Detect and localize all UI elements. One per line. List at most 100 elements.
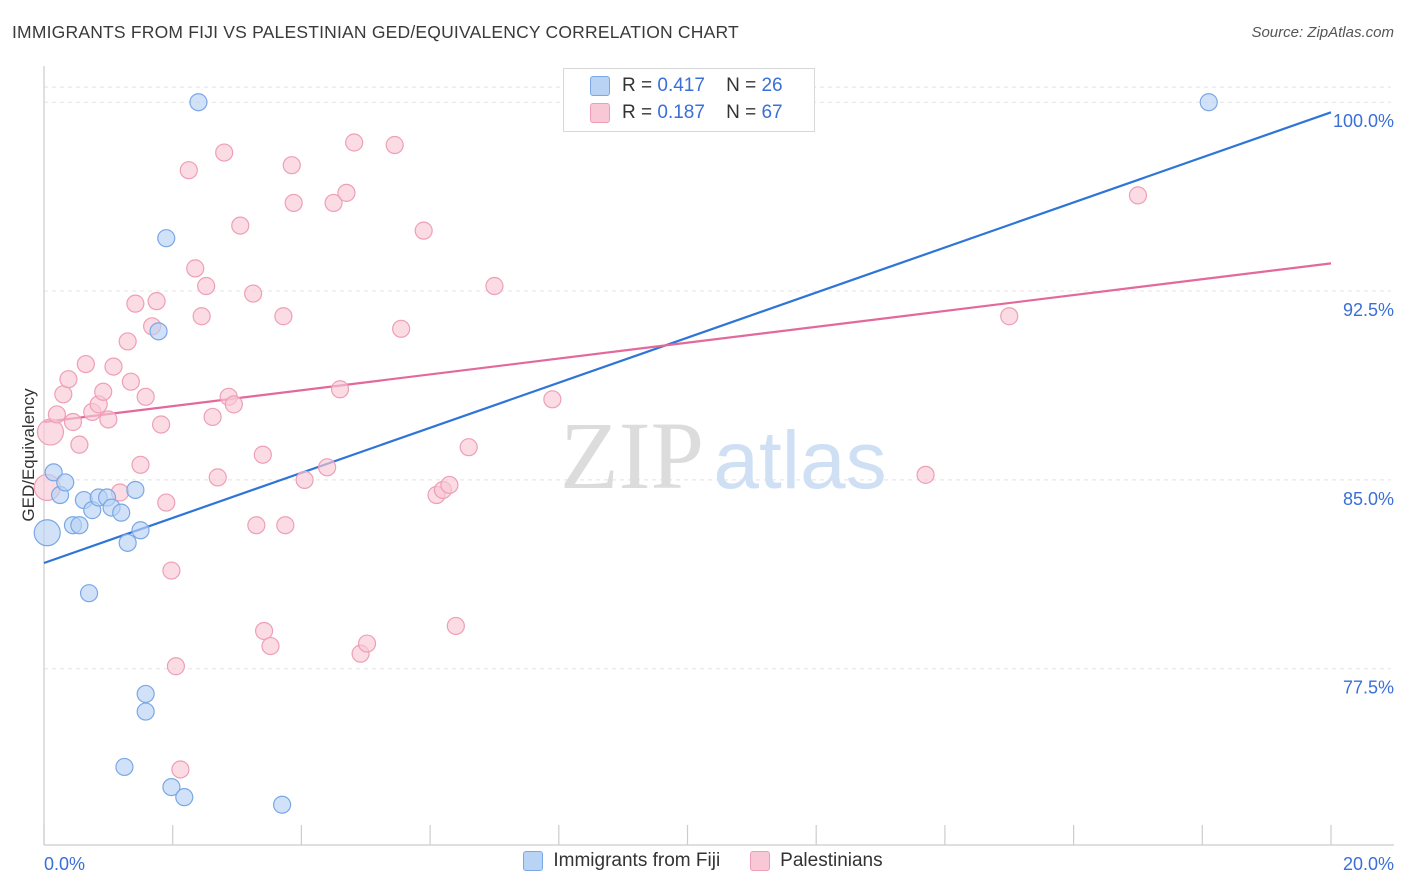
fiji-point [70,516,89,535]
watermark-zip: ZIP [560,402,704,509]
chart-title: IMMIGRANTS FROM FIJI VS PALESTINIAN GED/… [12,22,739,42]
pal-point [337,183,356,202]
pal-point [253,445,272,464]
fiji-trend-line [43,111,1332,565]
pal-point [543,390,562,409]
pal-point [440,475,459,495]
pal-point [916,465,935,484]
pal-point [104,357,123,376]
pal-point [385,135,404,155]
stats-legend: R = 0.417 N = 26 R = 0.187 N = 67 [563,68,815,132]
fiji-point [118,533,137,552]
pal-point [118,332,137,351]
pal-point [282,156,301,175]
pal-point [284,193,303,213]
fiji-point [126,480,145,500]
pal-point [203,407,222,427]
source-label: Source: ZipAtlas.com [1251,24,1394,41]
pal-point [99,410,118,429]
x-tick-label-max: 20.0% [1343,854,1394,874]
fiji-point [157,229,176,248]
pal-point [244,284,263,303]
fiji-point [149,322,168,341]
pal-point [295,470,314,490]
fiji-swatch [590,76,610,96]
trend-layer [43,111,1332,565]
pal-point [485,276,504,296]
pal-n-value: 67 [761,102,783,123]
y-tick-label: 85.0% [1343,489,1394,509]
pal-point [459,438,478,457]
pal-point [70,435,89,454]
pal-point [414,221,433,240]
pal-point [274,307,293,326]
pal-r-label: R = [622,102,653,123]
fiji-point [112,503,131,522]
pal-point [324,193,343,213]
pal-point [231,216,250,235]
pal-point [247,516,266,535]
legend-fiji-label: Immigrants from Fiji [553,850,721,871]
fiji-point [79,584,99,603]
x-tick-label-min: 0.0% [44,854,85,874]
fiji-r-value: 0.417 [657,75,705,96]
y-axis-label: GED/Equivalency [19,388,38,522]
pal-point [392,319,411,338]
pal-point [136,387,155,406]
y-tick-label: 100.0% [1333,111,1394,131]
y-tick-label: 77.5% [1343,678,1394,698]
pal-point [276,516,295,535]
pal-point [162,561,181,580]
fiji-point [175,788,194,807]
fiji-n-label: N = [726,75,757,96]
pal-point [1000,307,1019,326]
fiji-point [115,757,134,777]
pal-point [54,385,73,404]
fiji-n-value: 26 [761,75,783,96]
watermark-atlas: atlas [713,415,886,506]
pal-point [76,354,95,374]
pal-point [261,636,280,656]
pal-r-value: 0.187 [657,102,705,123]
fiji-point [189,93,208,112]
pal-point [357,634,377,653]
pal-point [131,455,150,474]
fiji-point [162,777,181,797]
pal-point [171,760,190,779]
fiji-r-label: R = [622,75,653,96]
axis-layer: 77.5% 85.0% 92.5% 100.0% [43,66,1394,846]
pal-point [157,493,176,512]
pal-point [192,307,211,326]
pal-point [186,259,205,278]
pal-point [318,458,337,477]
legend-fiji-swatch [523,851,544,871]
pal-point [254,621,274,641]
pal-point [121,372,140,391]
legend-item-fiji[interactable]: Immigrants from Fiji [523,850,720,872]
pal-point [446,616,465,636]
fiji-point [33,519,61,547]
pal-point [152,415,171,434]
pal-point [330,380,350,399]
pal-point [208,468,227,487]
fiji-point [136,684,155,704]
pal-point [147,292,166,311]
fiji-point [44,463,63,482]
pal-point [345,133,364,152]
fiji-point [56,473,75,492]
grid-layer [44,86,1391,670]
pal-point [215,143,234,162]
pal-point [94,382,113,401]
legend-pal-label: Palestinians [780,850,883,871]
pal-point [63,412,83,432]
fiji-point [272,795,292,814]
pal-point [197,276,216,296]
legend-item-pal[interactable]: Palestinians [750,850,883,872]
fiji-point [131,521,150,540]
pal-point [224,395,243,414]
pal-point [166,657,186,676]
pal-point [126,294,145,313]
bottom-legend: Immigrants from Fiji Palestinians [0,850,1406,872]
pal-point [59,370,78,389]
